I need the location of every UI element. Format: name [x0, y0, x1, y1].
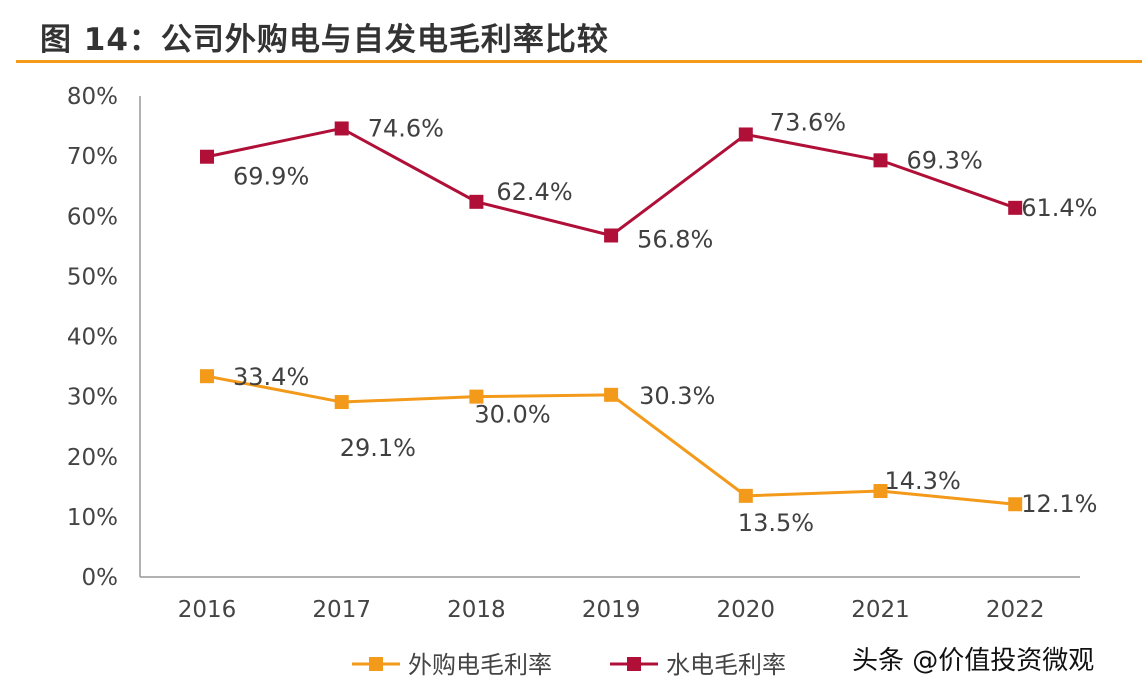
y-tick-label: 0% — [82, 565, 119, 591]
legend-label: 水电毛利率 — [666, 651, 786, 679]
data-point-marker — [200, 149, 214, 164]
data-point-marker — [1008, 497, 1023, 512]
data-point-marker — [334, 121, 349, 136]
x-tick-label: 2017 — [312, 597, 371, 623]
data-label: 33.4% — [233, 363, 309, 391]
data-point-marker — [469, 389, 484, 404]
data-label: 30.3% — [639, 382, 715, 410]
data-point-marker — [334, 395, 349, 410]
data-label: 56.8% — [637, 225, 713, 253]
x-tick-label: 2020 — [717, 597, 776, 623]
chart-title: 图 14：公司外购电与自发电毛利率比较 — [40, 22, 609, 58]
data-label: 12.1% — [1021, 490, 1097, 518]
data-label: 62.4% — [496, 178, 572, 206]
data-point-marker — [604, 387, 619, 402]
y-tick-label: 70% — [67, 144, 118, 170]
legend-marker — [369, 657, 383, 671]
y-tick-label: 40% — [67, 325, 118, 351]
data-point-marker — [200, 369, 214, 384]
series-line — [206, 126, 1016, 238]
y-tick-label: 80% — [67, 84, 118, 110]
data-label: 61.4% — [1021, 194, 1097, 222]
data-label: 14.3% — [885, 467, 961, 495]
data-label: 69.3% — [907, 146, 983, 174]
data-point-marker — [738, 127, 753, 142]
y-tick-label: 30% — [67, 385, 118, 411]
x-tick-label: 2022 — [986, 597, 1045, 623]
x-tick-label: 2019 — [582, 597, 641, 623]
y-tick-label: 50% — [67, 264, 118, 290]
data-point-marker — [604, 228, 619, 243]
data-label: 13.5% — [738, 509, 814, 537]
x-tick-label: 2021 — [851, 597, 910, 623]
data-label: 73.6% — [770, 108, 846, 136]
watermark: 头条 @价值投资微观 — [852, 646, 1095, 676]
data-point-marker — [873, 484, 888, 499]
x-tick-label: 2018 — [447, 597, 506, 623]
data-label: 29.1% — [340, 434, 416, 462]
legend-label: 外购电毛利率 — [408, 651, 552, 679]
y-tick-label: 20% — [67, 445, 118, 471]
title-divider — [16, 60, 1142, 63]
y-tick-label: 60% — [67, 204, 118, 230]
data-point-marker — [1008, 200, 1023, 215]
y-tick-label: 10% — [67, 505, 118, 531]
data-label: 69.9% — [233, 163, 309, 191]
data-point-marker — [469, 194, 484, 209]
data-label: 30.0% — [474, 401, 550, 429]
legend-marker — [627, 657, 641, 671]
x-tick-label: 2016 — [178, 597, 237, 623]
data-point-marker — [873, 153, 888, 168]
data-point-marker — [738, 488, 753, 503]
data-label: 74.6% — [368, 114, 444, 142]
